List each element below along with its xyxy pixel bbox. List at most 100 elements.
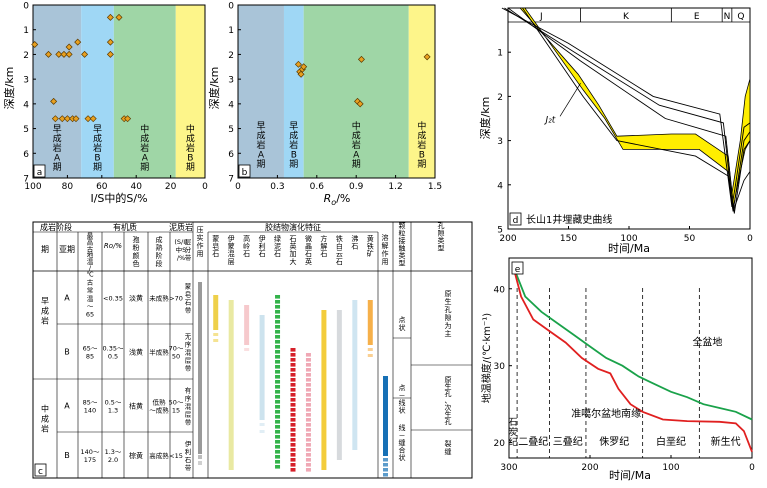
col-header-compaction: 压 <box>197 226 204 234</box>
mineral-bar-segment <box>275 390 281 394</box>
zone-label-ma: 期 <box>352 159 361 170</box>
dissolution-bar <box>383 376 388 456</box>
col-header-mineral: 蒙 <box>212 234 219 243</box>
period-label: 白垩纪 <box>656 435 686 448</box>
y-tick-label: 6 <box>23 150 29 160</box>
x-tick-label: 20 <box>165 182 177 192</box>
mineral-bar-segment <box>275 355 281 359</box>
mineral-bar-segment <box>290 418 296 422</box>
zone-label-ma: A <box>142 154 149 164</box>
cell-stage: 岩 <box>41 316 49 326</box>
layer-label: J₂t <box>543 116 555 126</box>
zone-band-eb <box>81 5 114 178</box>
col-header-temp: 古 <box>87 244 94 253</box>
data-point <box>44 50 52 58</box>
col-header-zone: 层 <box>185 238 192 246</box>
cell-grain: 点 <box>399 384 406 392</box>
mineral-bar-segment <box>290 353 296 357</box>
x-tick-label: 0 <box>749 463 755 473</box>
cell-temp: 古 <box>87 278 94 287</box>
y-tick-label: 40 <box>494 285 506 295</box>
zone-label-mb: 中 <box>417 120 426 132</box>
data-point <box>31 41 39 49</box>
col-header-mineral: 解 <box>320 242 327 251</box>
data-point <box>300 63 308 71</box>
zone-label-mb: 成 <box>186 133 195 145</box>
cell-maturity: 低熟 <box>153 398 167 407</box>
data-point <box>294 60 302 68</box>
y-tick-label: 1 <box>23 26 29 36</box>
cell-pore: 孔 <box>445 306 452 314</box>
panel-letter-box <box>33 164 46 178</box>
x-tick-label: 200 <box>499 234 516 244</box>
mineral-bar-segment <box>275 435 281 439</box>
mineral-bar-segment <box>290 403 296 407</box>
mineral-bar-segment <box>305 398 311 402</box>
mineral-bar-segment <box>275 340 281 344</box>
cell-spore: 桔黄 <box>129 402 143 411</box>
period-label: 二叠纪 <box>518 436 548 448</box>
mineral-bar-segment <box>275 350 281 354</box>
zone-label-eb: 岩 <box>93 142 102 154</box>
mineral-bar-segment <box>305 443 311 447</box>
data-point <box>65 43 73 51</box>
mineral-bar-segment <box>290 358 296 362</box>
mineral-bar-segment <box>275 310 281 314</box>
cell-zone: 层 <box>185 357 192 365</box>
mineral-bar-segment <box>290 423 296 427</box>
mineral-bar <box>228 300 234 470</box>
cell-temp: 常 <box>87 286 94 295</box>
y-axis-title: 深度/km <box>2 67 16 110</box>
mineral-bar-segment <box>305 388 311 392</box>
mineral-bar-segment <box>275 375 281 379</box>
mineral-bar-segment <box>290 378 296 382</box>
x-tick-label: 50 <box>684 234 696 244</box>
cell-stage: 岩 <box>41 424 49 434</box>
panel-letter: c <box>38 467 43 477</box>
mineral-bar-segment <box>275 300 281 304</box>
mineral-bar-segment <box>275 385 281 389</box>
mineral-bar-segment <box>275 335 281 339</box>
y-axis-title: 深度/km <box>478 97 492 140</box>
cell-grain: 线 <box>399 398 406 407</box>
cell-zone: 序 <box>185 394 192 403</box>
y-tick-label: 6 <box>228 150 234 160</box>
cell-pore: 孔 <box>445 418 452 426</box>
period-label: 三叠纪 <box>553 436 583 448</box>
plot-frame <box>237 4 436 179</box>
cell-grain: 缝 <box>399 438 406 447</box>
compaction-bar-fade <box>198 461 202 465</box>
col-header-mineral: 微 <box>305 234 312 243</box>
y-tick-label: 2 <box>23 51 29 61</box>
zone-band-ma <box>113 5 176 178</box>
col-header-temp: 地 <box>87 250 94 259</box>
y-tick-label: 4 <box>23 100 29 110</box>
data-point <box>72 115 80 123</box>
cell-temp: 65 <box>86 311 94 319</box>
zone-label-ea: A <box>54 154 61 164</box>
mineral-bar-segment <box>275 315 281 319</box>
zone-label-eb: 早 <box>93 124 102 135</box>
cell-spore: 淡黄 <box>129 294 143 303</box>
col-header-mineral: 石 <box>290 235 297 243</box>
mineral-bar-segment <box>275 450 281 454</box>
mineral-bar-segment <box>305 468 311 472</box>
col-header-dissolution: 溶 <box>382 233 389 242</box>
zone-band-eb <box>283 5 304 178</box>
cell-pore: 孔 <box>445 390 452 398</box>
col-header-grain: 接 <box>399 236 406 245</box>
y-tick-label: 0 <box>23 2 29 12</box>
series-line <box>512 265 753 421</box>
data-point <box>124 115 132 123</box>
zone-label-ea: A <box>258 151 265 161</box>
y-tick-label: 3 <box>228 76 234 86</box>
x-axis-title: 时间/Ma <box>609 469 651 482</box>
zone-band-ea <box>238 5 284 178</box>
burial-curve <box>522 7 751 212</box>
cell-temp: 85～ <box>83 399 98 407</box>
data-point <box>51 115 59 123</box>
plot-frame <box>508 257 753 459</box>
